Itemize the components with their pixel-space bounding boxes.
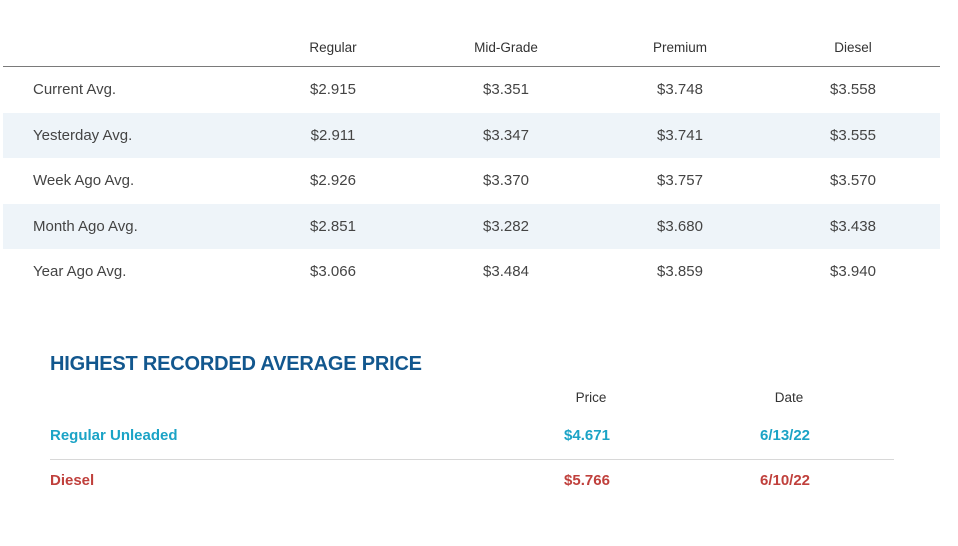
premium-value: $3.757 [657,172,703,189]
table-row-month-ago: Month Ago Avg. $2.851 $3.282 $3.680 $3.4… [3,203,940,249]
mid-grade-value: $3.370 [483,172,529,189]
mid-grade-value: $3.282 [483,217,529,235]
row-label: Week Ago Avg. [33,172,135,189]
diesel-value: $3.570 [830,172,876,189]
premium-value: $3.859 [657,263,703,280]
highest-date-value: 6/10/22 [759,472,811,489]
row-label: Month Ago Avg. [33,217,138,235]
row-label: Year Ago Avg. [33,263,127,280]
header-premium: Premium [652,40,708,55]
average-table-header: Regular Mid-Grade Premium Diesel [3,28,940,67]
highest-price-value: $4.671 [564,427,610,444]
premium-value: $3.741 [657,126,703,144]
diesel-value: $3.555 [830,126,876,144]
header-regular: Regular [309,40,357,55]
diesel-value: $3.558 [830,81,876,98]
regular-value: $2.926 [310,172,356,189]
premium-value: $3.680 [657,217,703,235]
table-row-year-ago: Year Ago Avg. $3.066 $3.484 $3.859 $3.94… [3,249,940,295]
average-price-table: Regular Mid-Grade Premium Diesel Current… [3,28,940,295]
highest-price-title: HIGHEST RECORDED AVERAGE PRICE [50,353,422,375]
table-row-yesterday: Yesterday Avg. $2.911 $3.347 $3.741 $3.5… [3,112,940,158]
fuel-label: Regular Unleaded [50,427,178,444]
premium-value: $3.748 [657,81,703,98]
regular-value: $2.851 [310,217,356,235]
table-row-current: Current Avg. $2.915 $3.351 $3.748 $3.558 [3,67,940,113]
header-diesel: Diesel [834,40,872,55]
header-date: Date [774,390,804,405]
highest-price-value: $5.766 [564,472,610,489]
diesel-value: $3.438 [830,217,876,235]
header-price: Price [575,390,607,405]
mid-grade-value: $3.484 [483,263,529,280]
row-label: Yesterday Avg. [33,126,133,144]
header-mid-grade: Mid-Grade [474,40,538,55]
row-label: Current Avg. [33,81,117,98]
highest-date-value: 6/13/22 [759,427,811,444]
mid-grade-value: $3.351 [483,81,529,98]
fuel-label: Diesel [50,472,95,489]
regular-value: $3.066 [310,263,356,280]
highest-row-regular-unleaded: Regular Unleaded $4.671 6/13/22 [50,415,894,460]
mid-grade-value: $3.347 [483,126,529,144]
regular-value: $2.911 [310,126,356,144]
table-row-week-ago: Week Ago Avg. $2.926 $3.370 $3.757 $3.57… [3,158,940,204]
highest-row-diesel: Diesel $5.766 6/10/22 [50,460,894,504]
regular-value: $2.915 [310,81,356,98]
diesel-value: $3.940 [830,263,876,280]
